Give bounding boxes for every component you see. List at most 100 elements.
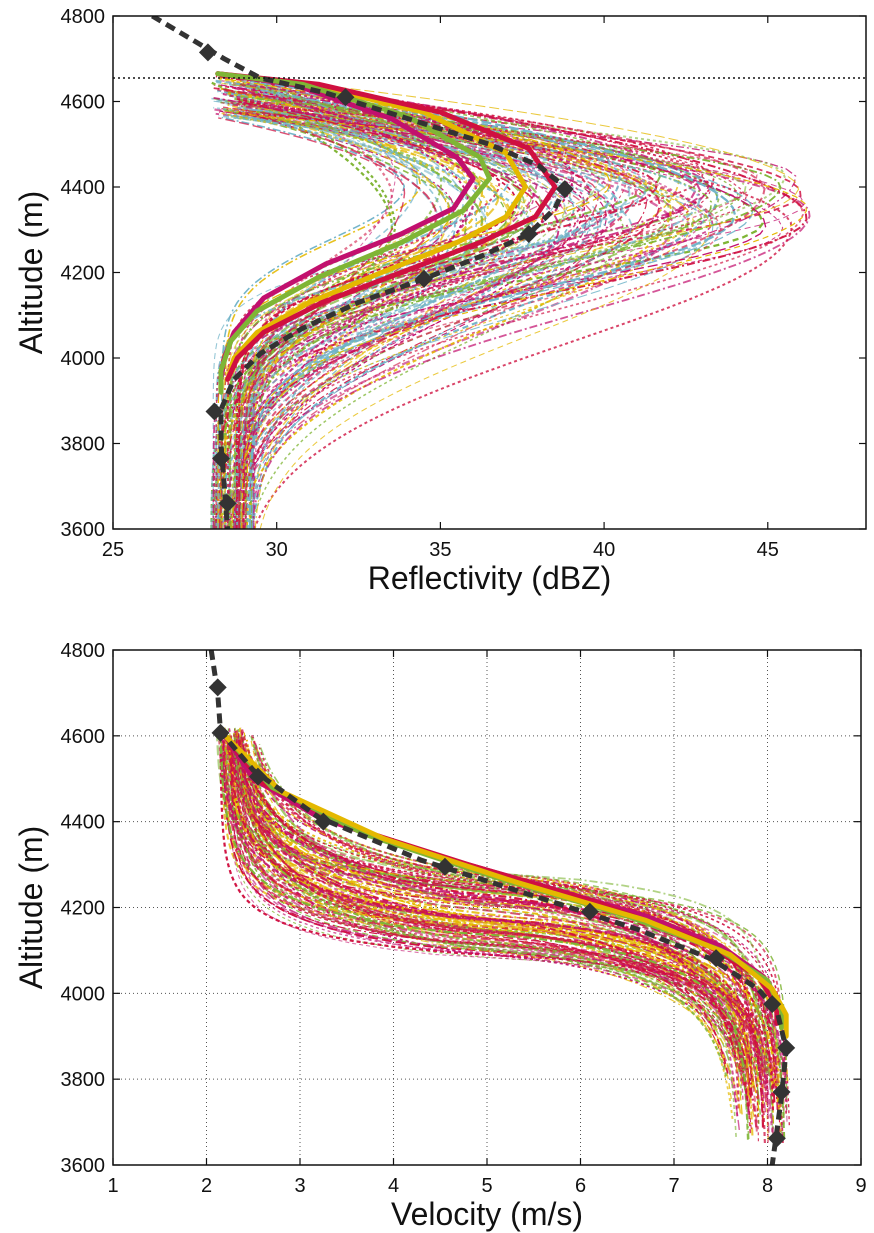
observed-marker (415, 269, 434, 288)
ensemble-line (242, 110, 438, 529)
y-axis-label: Altitude (m) (13, 826, 49, 990)
ensemble-line (225, 736, 780, 1119)
x-tick-label: 2 (201, 1175, 212, 1197)
ensemble-line (237, 729, 749, 1140)
ensemble-line (249, 90, 719, 529)
ensemble-line (219, 747, 775, 1111)
x-axis-label: Reflectivity (dBZ) (368, 560, 612, 596)
ensemble-line (224, 113, 633, 529)
ensemble-line (235, 114, 714, 529)
ensemble-line (237, 734, 787, 1114)
y-tick-label: 3600 (61, 519, 106, 541)
observed-marker (519, 225, 538, 244)
x-tick-label: 35 (429, 539, 451, 561)
ensemble-line (224, 727, 744, 1072)
observed-marker (212, 449, 231, 468)
ensemble-line (221, 92, 478, 529)
x-tick-label: 5 (481, 1175, 492, 1197)
ensemble-line (219, 736, 787, 1076)
ensemble-line (236, 730, 767, 1113)
ensemble-line (248, 79, 737, 529)
ensemble-line (235, 733, 738, 1061)
ensemble-line (231, 749, 774, 1134)
ensemble-line (233, 730, 748, 1101)
ensemble-line (234, 111, 535, 529)
ensemble-line (222, 732, 768, 1084)
ensemble-line (230, 735, 767, 1073)
ensemble-line (223, 731, 767, 1103)
ensemble-line (225, 736, 775, 1136)
ensemble-line (252, 736, 752, 1134)
observed-marker (314, 812, 333, 831)
x-tick-label: 40 (593, 539, 615, 561)
ensemble-line (219, 735, 746, 1082)
ensemble-line (236, 732, 729, 1074)
y-tick-label: 4800 (61, 6, 106, 28)
ensemble-line (235, 735, 752, 1130)
y-tick-label: 4000 (61, 983, 106, 1005)
ensemble-line (228, 744, 765, 1128)
ensemble-line (239, 75, 571, 529)
observed-marker (580, 902, 599, 921)
ensemble-line (227, 101, 704, 529)
ensemble-line (237, 733, 750, 1079)
y-tick-label: 4200 (61, 263, 106, 285)
y-tick-label: 4600 (61, 92, 106, 114)
y-tick-label: 4400 (61, 812, 106, 834)
ensemble-line (218, 117, 406, 529)
ensemble-line (228, 731, 770, 1141)
ensemble-line (219, 84, 608, 529)
ensemble-line (238, 97, 787, 529)
ensemble-line (235, 735, 784, 1069)
y-tick-label: 4600 (61, 726, 106, 748)
fit-line (215, 71, 528, 382)
ensemble-line (236, 108, 637, 529)
observed-marker (767, 1129, 786, 1148)
ensemble-line (242, 84, 512, 529)
fit-line (222, 733, 789, 1039)
y-tick-label: 4400 (61, 177, 106, 199)
velocity-chart: 1 2 3 4 5 6 7 8 9 3600 3800 4000 4200 4400 4600 4800 Vel… (13, 640, 867, 1232)
ensemble-line (249, 110, 782, 529)
ensemble-line (239, 734, 775, 1073)
x-tick-label: 8 (762, 1175, 773, 1197)
x-tick-label: 7 (668, 1175, 679, 1197)
ensemble-line (237, 743, 788, 1103)
observed-marker (336, 88, 355, 107)
ensemble-line (241, 732, 760, 1064)
ensemble-line (254, 742, 737, 1137)
ensemble-line (220, 75, 712, 529)
ensemble-line (221, 108, 648, 529)
observed-marker (772, 1083, 791, 1102)
ensemble-line (236, 752, 755, 1118)
y-axis-label: Altitude (m) (13, 191, 49, 355)
ensemble-line (228, 94, 662, 529)
y-tick-label: 3800 (61, 434, 106, 456)
observed-marker (763, 995, 782, 1014)
ensemble-line (232, 109, 535, 529)
x-axis-label: Velocity (m/s) (391, 1196, 583, 1232)
ensemble-line (240, 748, 750, 1066)
x-tick-label: 1 (107, 1175, 118, 1197)
y-tick-label: 4800 (61, 640, 106, 662)
x-tick-label: 4 (388, 1175, 399, 1197)
ensemble-line (231, 745, 760, 1083)
reflectivity-chart: 25 30 35 40 45 3600 3800 4000 4200 4400 4600 4800 Re… (13, 6, 867, 596)
ensemble-line (241, 737, 759, 1142)
ensemble-line (219, 111, 489, 529)
observed-marker (205, 402, 224, 421)
ensemble-line (250, 738, 732, 1099)
ensemble-line (238, 739, 758, 1132)
ensemble-line (222, 106, 599, 529)
ensemble-line (252, 93, 802, 529)
y-tick-label: 4200 (61, 898, 106, 920)
y-tick-label: 3800 (61, 1069, 106, 1091)
observed-line (151, 16, 568, 529)
x-tick-label: 25 (102, 539, 124, 561)
ensemble-line (217, 114, 609, 529)
ensemble-line (229, 738, 726, 1068)
ensemble-line (224, 745, 741, 1073)
x-tick-label: 30 (266, 539, 288, 561)
ensemble-line (244, 100, 739, 529)
